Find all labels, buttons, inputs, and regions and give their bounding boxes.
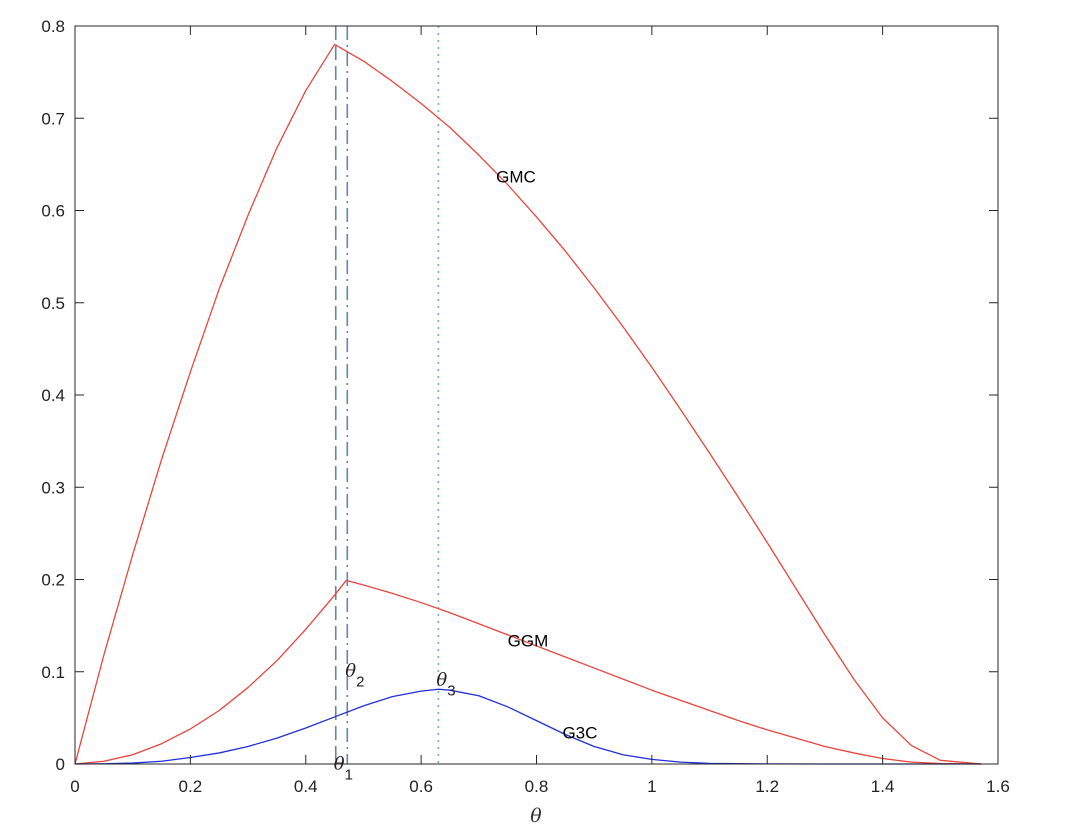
plot-background bbox=[75, 26, 998, 764]
x-tick-label: 1.2 bbox=[755, 777, 779, 796]
series-line-ggm bbox=[74, 579, 982, 765]
series-line-gmc bbox=[74, 43, 982, 765]
x-tick-label: 0 bbox=[70, 777, 79, 796]
x-tick-label: 0.8 bbox=[525, 777, 549, 796]
x-axis-label: θ bbox=[530, 805, 542, 827]
y-tick-label: 0.2 bbox=[41, 571, 65, 590]
theta-subscript: 1 bbox=[345, 767, 353, 784]
ticks: 0 0.2 0.4 0.6 0.8 1 1.2 1.4 1.6 0 0.1 0.2 0.3 0.4 0.5 0… bbox=[41, 17, 1009, 796]
x-tick-label: 1 bbox=[647, 777, 656, 796]
y-tick-label: 0.4 bbox=[41, 386, 65, 405]
theta-subscript: 2 bbox=[356, 673, 364, 690]
x-tick-label: 0.4 bbox=[294, 777, 318, 796]
y-tick-label: 0 bbox=[56, 755, 65, 774]
y-tick-label: 0.6 bbox=[41, 202, 65, 221]
theta-subscript: 3 bbox=[447, 683, 455, 700]
y-tick-label: 0.5 bbox=[41, 294, 65, 313]
y-tick-label: 0.8 bbox=[41, 17, 65, 36]
x-tick-label: 1.4 bbox=[871, 777, 895, 796]
vertical-reference-lines bbox=[334, 26, 440, 764]
series-line-g3c bbox=[74, 688, 982, 765]
curves bbox=[74, 43, 982, 765]
curve-label-ggm: GGM bbox=[508, 631, 549, 650]
x-tick-label: 0.6 bbox=[409, 777, 433, 796]
y-tick-label: 0.1 bbox=[41, 663, 65, 682]
curve-label-g3c: G3C bbox=[562, 724, 597, 743]
y-tick-label: 0.7 bbox=[41, 109, 65, 128]
x-tick-label: 1.6 bbox=[986, 777, 1010, 796]
y-tick-label: 0.3 bbox=[41, 478, 65, 497]
x-tick-label: 0.2 bbox=[179, 777, 203, 796]
curve-label-gmc: GMC bbox=[496, 167, 536, 186]
